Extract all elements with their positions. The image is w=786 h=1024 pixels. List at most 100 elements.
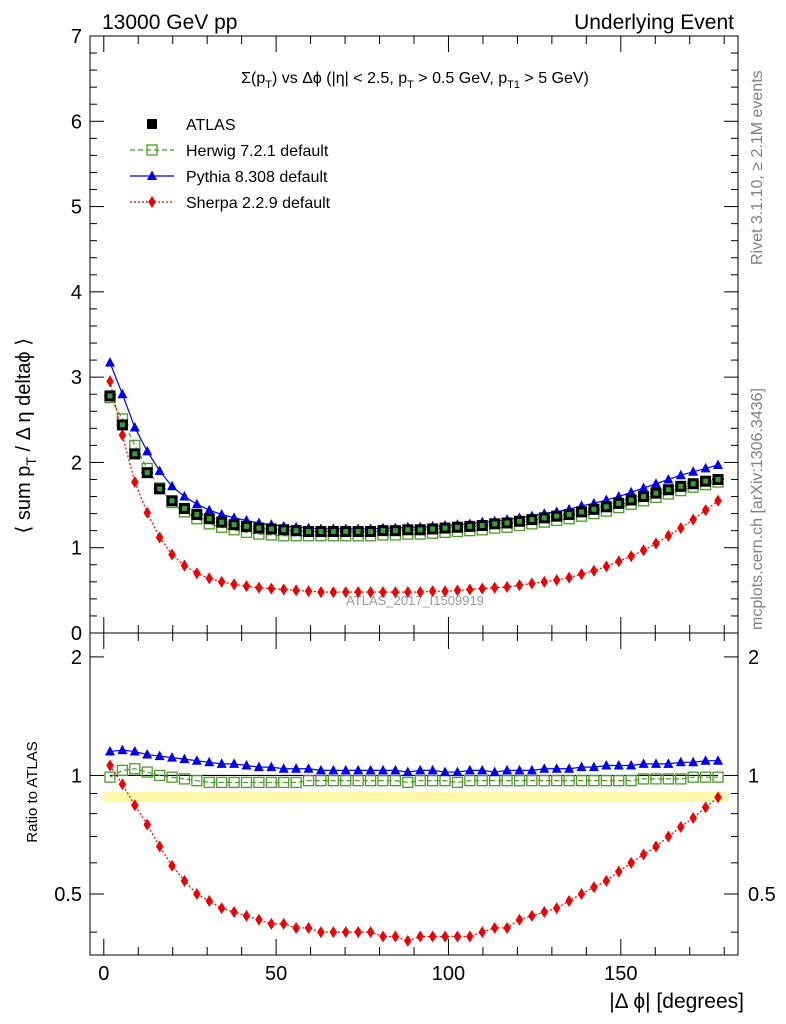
data-point-pythia-8-308-default [675,756,686,767]
atlas-uncertainty-band [430,526,436,532]
main-y-tick-label: 1 [71,538,82,560]
ratio-y-tick-label-right: 1 [748,765,759,787]
data-point-sherpa-2-2-9-default [180,559,189,572]
data-point-herwig-7-2-1-default [389,775,402,787]
data-point-sherpa-2-2-9-default [354,926,362,939]
data-point-sherpa-2-2-9-default [205,572,214,585]
atlas-uncertainty-band [169,498,175,504]
data-point-sherpa-2-2-9-default [677,820,685,833]
data-point-herwig-7-2-1-default [526,775,538,787]
data-point-sherpa-2-2-9-default [155,531,164,544]
data-point-sherpa-2-2-9-default [503,580,511,593]
data-point-herwig-7-2-1-default [153,769,166,782]
data-point-sherpa-2-2-9-default [193,567,201,580]
data-point-sherpa-2-2-9-default [317,926,325,939]
data-point-sherpa-2-2-9-default [627,550,635,563]
data-point-sherpa-2-2-9-default [565,571,573,584]
atlas-uncertainty-band [293,528,299,534]
data-point-herwig-7-2-1-default [675,773,687,785]
ratio-y-tick-label: 0.5 [54,884,82,906]
data-point-pythia-8-308-default [191,498,202,509]
data-point-sherpa-2-2-9-default [155,840,164,853]
data-point-sherpa-2-2-9-default [453,584,462,597]
data-point-herwig-7-2-1-default [637,773,650,785]
data-point-pythia-8-308-default [675,469,686,480]
data-point-herwig-7-2-1-default [315,775,327,787]
ratio-y-tick-label: 2 [71,647,82,669]
data-point-herwig-7-2-1-default [265,776,277,789]
data-point-sherpa-2-2-9-default [478,582,486,595]
series-sherpa-2-2-9-default [106,759,722,947]
data-point-pythia-8-308-default [117,388,128,399]
data-point-pythia-8-308-default [179,753,190,764]
data-point-sherpa-2-2-9-default [217,902,226,915]
data-point-herwig-7-2-1-default [377,775,389,787]
atlas-uncertainty-band [368,529,374,535]
atlas-uncertainty-band [355,529,361,535]
data-point-herwig-7-2-1-default [327,775,339,787]
data-point-pythia-8-308-default [303,763,314,773]
data-point-sherpa-2-2-9-default [304,921,313,934]
data-point-pythia-8-308-default [526,764,537,775]
data-point-sherpa-2-2-9-default [366,586,375,599]
data-point-sherpa-2-2-9-default [602,874,611,887]
legend-label-atlas: ATLAS [186,117,236,134]
data-point-herwig-7-2-1-default [476,775,488,787]
data-point-pythia-8-308-default [154,750,165,761]
legend-marker-atlas [147,119,157,129]
data-point-sherpa-2-2-9-default [118,778,127,791]
data-point-pythia-8-308-default [464,764,475,775]
atlas-uncertainty-band [554,513,560,519]
data-point-sherpa-2-2-9-default [552,574,561,587]
data-point-sherpa-2-2-9-default [577,568,586,581]
rivet-label: Rivet 3.1.10, ≥ 2.1M events [749,70,766,265]
plot-title: Σ(pT) vs Δϕ (|η| < 2.5, pT > 0.5 GeV, pT… [241,70,589,91]
data-point-sherpa-2-2-9-default [255,913,263,926]
data-point-pythia-8-308-default [700,755,711,765]
atlas-uncertainty-band [417,527,423,533]
data-point-sherpa-2-2-9-default [180,874,189,887]
series-line-herwig-7-2-1-default [109,768,719,784]
data-point-pythia-8-308-default [154,465,165,475]
data-point-pythia-8-308-default [601,759,612,770]
atlas-uncertainty-band [231,522,237,528]
data-point-sherpa-2-2-9-default [242,909,251,922]
main-y-tick-label: 6 [71,111,82,133]
data-point-pythia-8-308-default [390,764,401,775]
data-point-herwig-7-2-1-default [203,776,215,789]
data-point-sherpa-2-2-9-default [428,585,437,598]
data-point-sherpa-2-2-9-default [168,859,176,872]
data-point-sherpa-2-2-9-default [614,555,623,568]
data-point-pythia-8-308-default [104,357,115,367]
atlas-uncertainty-band [492,521,498,527]
data-point-pythia-8-308-default [626,486,637,497]
data-point-sherpa-2-2-9-default [577,887,586,900]
data-point-sherpa-2-2-9-default [329,586,338,599]
data-point-herwig-7-2-1-default [104,771,116,783]
data-point-herwig-7-2-1-default [600,775,612,787]
data-point-sherpa-2-2-9-default [391,930,400,943]
data-point-pythia-8-308-default [576,761,587,772]
data-point-pythia-8-308-default [377,764,388,775]
data-point-pythia-8-308-default [402,766,413,777]
data-point-sherpa-2-2-9-default [503,921,511,934]
data-point-herwig-7-2-1-default [178,773,191,785]
data-point-pythia-8-308-default [502,764,513,775]
data-point-pythia-8-308-default [216,758,227,768]
atlas-uncertainty-band [504,520,510,526]
data-point-sherpa-2-2-9-default [106,375,114,388]
atlas-uncertainty-band [541,515,547,521]
data-point-sherpa-2-2-9-default [168,548,176,561]
data-point-sherpa-2-2-9-default [540,906,549,919]
legend-label-herwig-7-2-1-default: Herwig 7.2.1 default [186,143,329,160]
atlas-uncertainty-band [380,528,386,534]
data-point-sherpa-2-2-9-default [639,848,648,861]
data-point-sherpa-2-2-9-default [540,575,549,588]
data-point-pythia-8-308-default [688,466,699,476]
data-point-pythia-8-308-default [315,764,326,775]
data-point-herwig-7-2-1-default [364,775,377,787]
main-y-tick-label: 2 [71,452,82,474]
data-point-pythia-8-308-default [700,462,711,473]
data-point-pythia-8-308-default [291,763,302,773]
atlas-uncertainty-band [343,529,349,535]
